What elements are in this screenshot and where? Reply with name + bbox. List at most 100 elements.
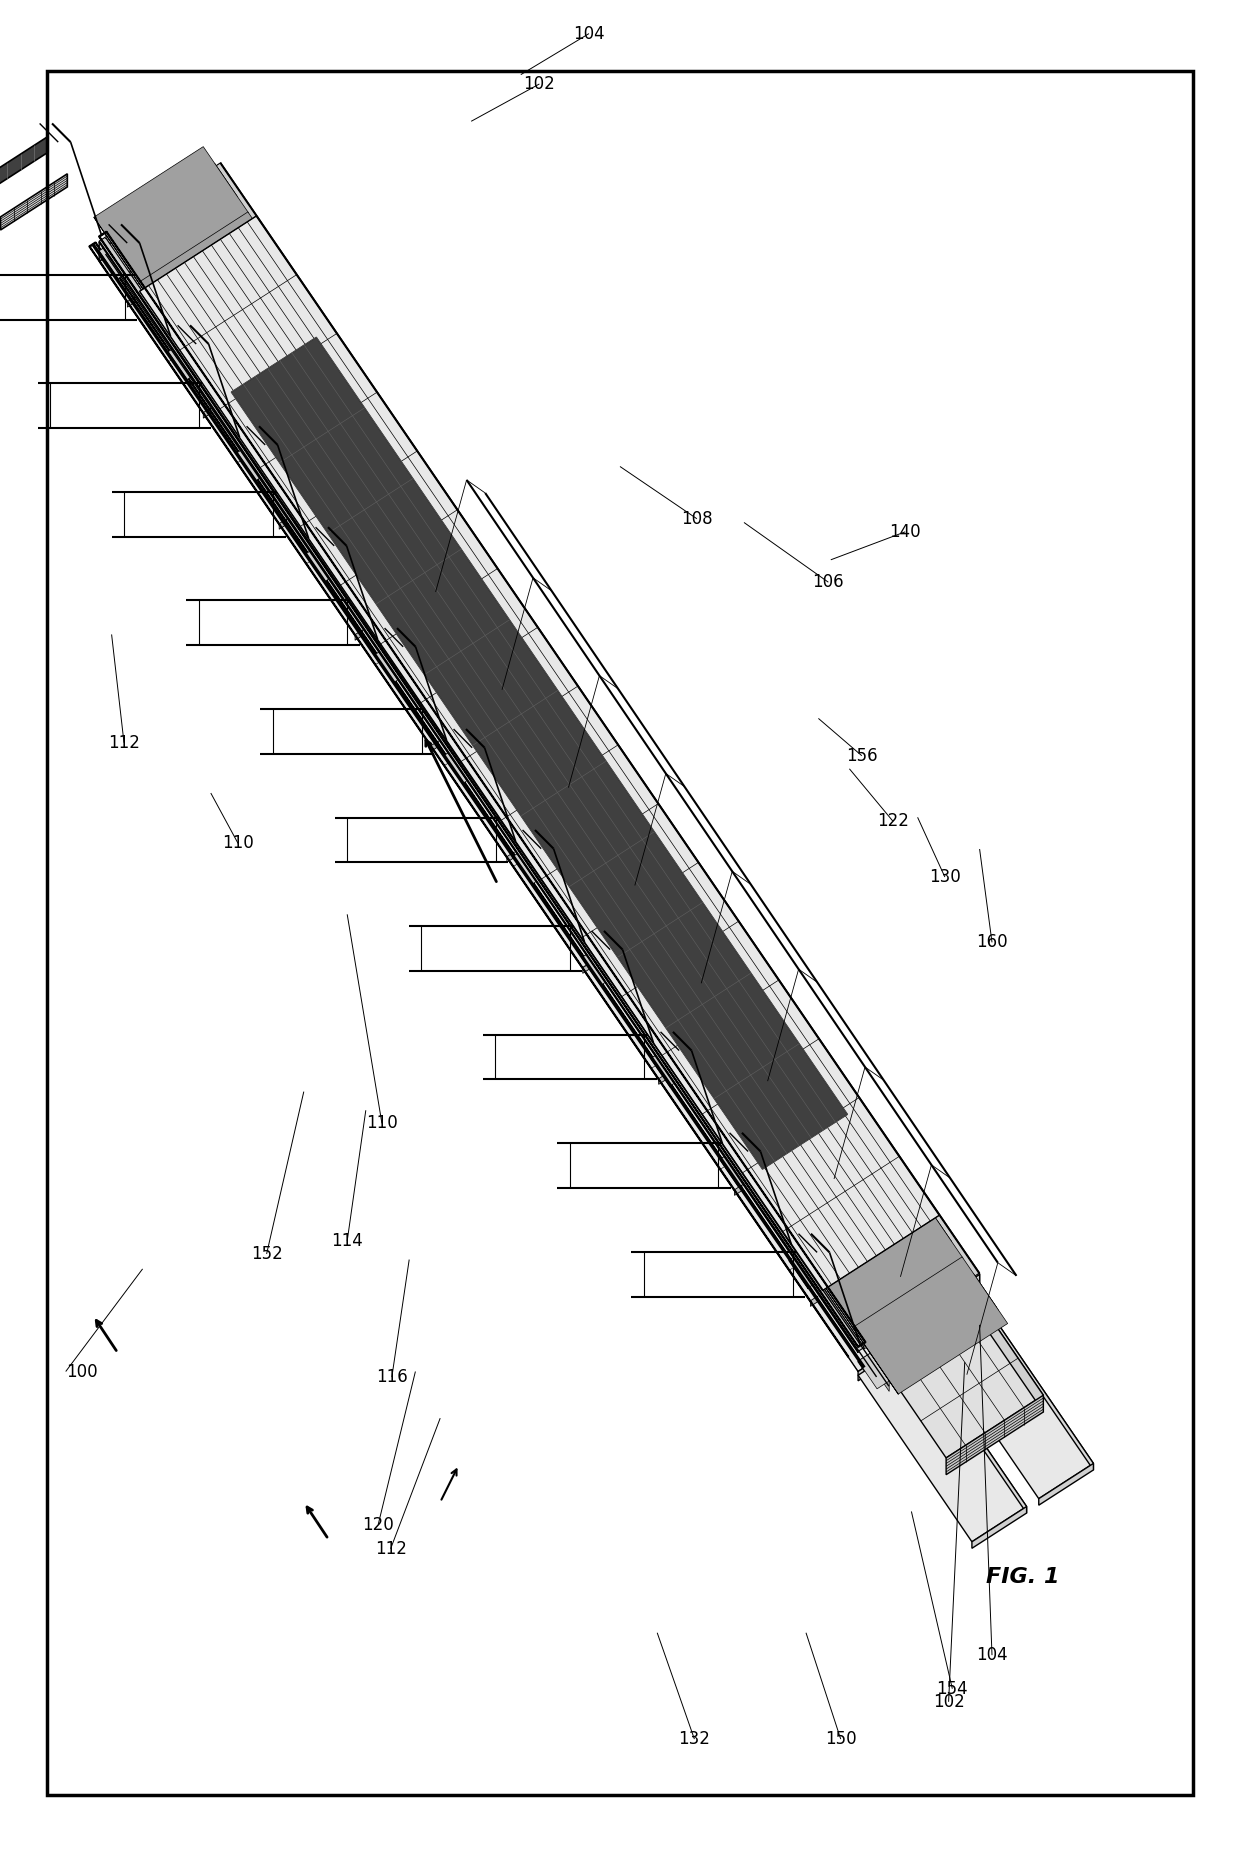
Polygon shape (239, 360, 371, 463)
Text: 100: 100 (66, 1362, 98, 1381)
Polygon shape (572, 687, 594, 724)
Polygon shape (795, 1013, 817, 1051)
Polygon shape (180, 336, 200, 383)
Polygon shape (456, 739, 475, 786)
Polygon shape (760, 980, 780, 1026)
Polygon shape (853, 1258, 1008, 1394)
Polygon shape (99, 231, 107, 237)
Polygon shape (239, 360, 348, 435)
Polygon shape (858, 1282, 980, 1362)
Polygon shape (839, 1079, 862, 1116)
Polygon shape (208, 172, 228, 218)
Polygon shape (884, 1144, 906, 1181)
Text: 104: 104 (976, 1646, 1008, 1664)
Polygon shape (94, 216, 139, 284)
Polygon shape (221, 162, 980, 1274)
Polygon shape (128, 297, 135, 308)
Polygon shape (973, 1274, 996, 1312)
Polygon shape (482, 556, 505, 593)
Polygon shape (594, 940, 614, 987)
Polygon shape (858, 1293, 980, 1381)
Polygon shape (789, 1181, 930, 1288)
Polygon shape (734, 1185, 742, 1196)
Polygon shape (658, 1075, 666, 1084)
Polygon shape (284, 425, 393, 500)
Polygon shape (432, 741, 438, 752)
Polygon shape (596, 883, 728, 985)
Polygon shape (808, 1261, 853, 1329)
Text: 120: 120 (362, 1515, 394, 1534)
Text: 154: 154 (936, 1679, 968, 1698)
Polygon shape (585, 866, 740, 1002)
Polygon shape (775, 1144, 906, 1246)
Polygon shape (228, 343, 383, 480)
Polygon shape (376, 577, 497, 655)
Polygon shape (789, 1181, 910, 1261)
Polygon shape (0, 174, 67, 230)
Text: 130: 130 (929, 868, 961, 886)
Polygon shape (387, 638, 407, 685)
Polygon shape (140, 216, 939, 1291)
Polygon shape (203, 409, 211, 418)
Polygon shape (858, 1274, 980, 1372)
Polygon shape (616, 752, 639, 789)
Text: 104: 104 (573, 24, 605, 43)
Polygon shape (853, 1327, 898, 1394)
Polygon shape (355, 631, 362, 640)
Polygon shape (622, 778, 641, 825)
Polygon shape (139, 282, 184, 349)
Polygon shape (513, 778, 635, 858)
Polygon shape (582, 879, 703, 959)
Polygon shape (418, 621, 549, 724)
Polygon shape (99, 241, 858, 1353)
Polygon shape (507, 752, 616, 827)
Polygon shape (362, 539, 517, 675)
Polygon shape (228, 412, 273, 480)
Polygon shape (105, 237, 864, 1349)
Polygon shape (675, 1065, 719, 1133)
Polygon shape (329, 491, 438, 565)
Polygon shape (373, 556, 482, 631)
Polygon shape (719, 1062, 874, 1198)
Text: 114: 114 (331, 1232, 363, 1250)
Polygon shape (820, 1209, 929, 1284)
Polygon shape (972, 1506, 1027, 1549)
Polygon shape (231, 338, 847, 1170)
Polygon shape (553, 677, 573, 724)
Polygon shape (808, 1192, 963, 1329)
Text: FIG. 1: FIG. 1 (986, 1567, 1060, 1586)
Polygon shape (552, 817, 683, 920)
Polygon shape (376, 577, 516, 683)
Polygon shape (541, 801, 696, 937)
Polygon shape (641, 948, 773, 1051)
Polygon shape (273, 478, 317, 545)
Text: 122: 122 (877, 812, 909, 830)
Polygon shape (750, 948, 773, 985)
Text: 160: 160 (976, 933, 1008, 952)
Text: 112: 112 (108, 733, 140, 752)
Polygon shape (407, 605, 562, 741)
Polygon shape (237, 453, 257, 481)
Text: 108: 108 (681, 509, 713, 528)
Polygon shape (858, 1360, 877, 1390)
Polygon shape (858, 1282, 998, 1388)
Text: 102: 102 (932, 1692, 965, 1711)
Polygon shape (237, 375, 358, 453)
Polygon shape (496, 735, 651, 871)
Polygon shape (795, 1174, 1043, 1457)
Polygon shape (686, 1013, 817, 1116)
Polygon shape (451, 670, 606, 806)
Polygon shape (319, 537, 337, 584)
Polygon shape (513, 856, 532, 884)
Polygon shape (99, 172, 239, 278)
Polygon shape (150, 230, 259, 304)
Polygon shape (89, 243, 95, 246)
Polygon shape (94, 147, 249, 284)
Text: 132: 132 (678, 1730, 711, 1748)
Polygon shape (720, 1080, 861, 1187)
Polygon shape (306, 476, 446, 582)
Polygon shape (438, 491, 460, 528)
Polygon shape (278, 272, 296, 319)
Polygon shape (444, 677, 565, 756)
Polygon shape (651, 1058, 670, 1088)
